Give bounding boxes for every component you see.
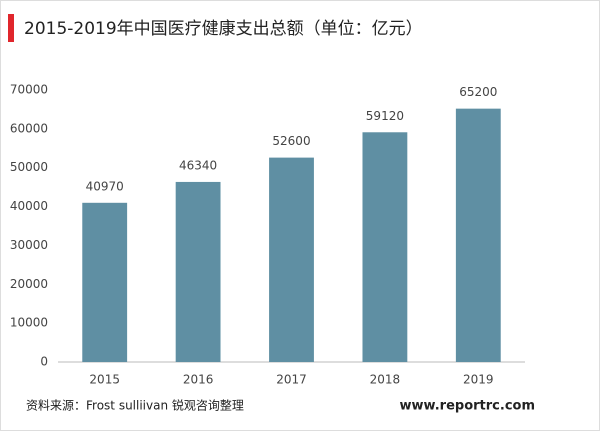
y-tick-label: 50000 (10, 160, 48, 174)
y-tick-label: 60000 (10, 121, 48, 135)
x-tick-label: 2016 (183, 373, 214, 387)
source-note: 资料来源：Frost sulliivan 锐观咨询整理 (26, 398, 244, 413)
chart-title: 2015-2019年中国医疗健康支出总额（单位：亿元） (24, 19, 423, 39)
x-tick-label: 2018 (370, 373, 401, 387)
data-label: 59120 (366, 109, 404, 123)
data-label: 40970 (86, 179, 124, 193)
bar (362, 132, 408, 362)
y-tick-label: 70000 (10, 83, 48, 97)
bar (455, 108, 501, 362)
title-accent (8, 14, 14, 42)
y-tick-label: 40000 (10, 199, 48, 213)
bar (82, 202, 128, 362)
y-tick-label: 20000 (10, 277, 48, 291)
y-tick-label: 30000 (10, 238, 48, 252)
data-label: 65200 (459, 85, 497, 99)
y-tick-label: 10000 (10, 316, 48, 330)
data-label: 52600 (272, 134, 310, 148)
data-label: 46340 (179, 158, 217, 172)
bar (269, 157, 314, 362)
x-tick-label: 2019 (463, 373, 494, 387)
x-tick-label: 2017 (276, 373, 307, 387)
bar (175, 181, 221, 362)
website: www.reportrc.com (400, 399, 535, 414)
y-tick-label: 0 (40, 355, 48, 369)
x-tick-label: 2015 (89, 373, 120, 387)
